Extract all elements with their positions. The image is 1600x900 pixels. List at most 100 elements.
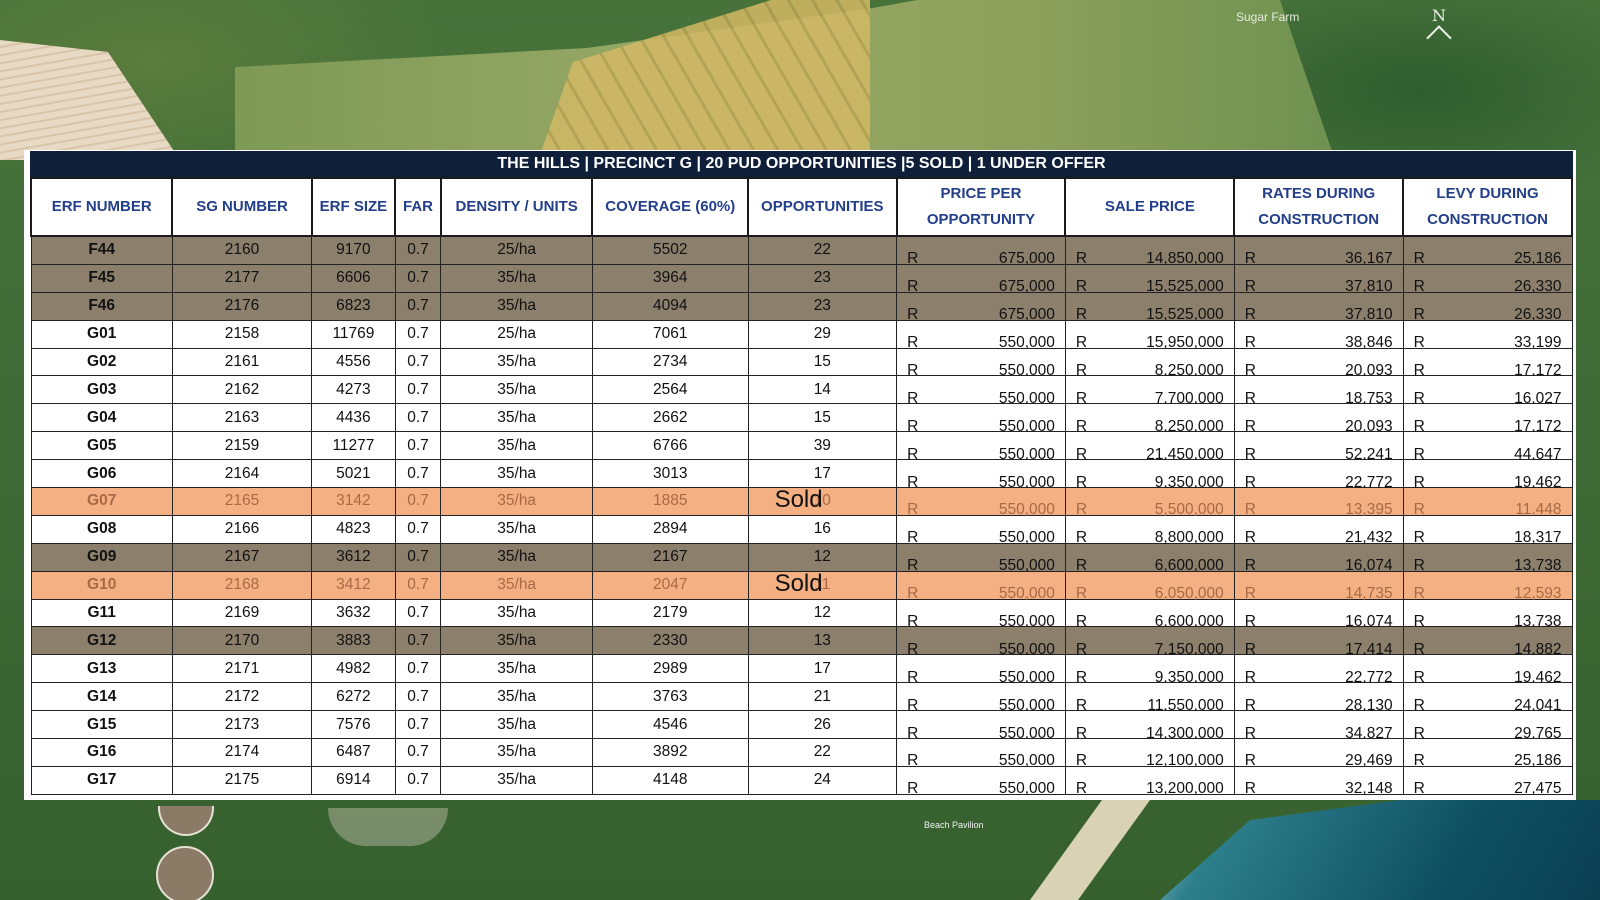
currency-symbol: R xyxy=(1075,585,1088,603)
opportunities-cell: 22 xyxy=(747,235,898,265)
col-header: FAR xyxy=(394,177,442,237)
rates-cell: R 37,810 xyxy=(1233,263,1404,295)
currency-symbol: R xyxy=(1413,362,1425,379)
table-row: G10 2168 3412 0.7 35/ha 2047 11 Sold R 550,000 R 6,… xyxy=(30,569,1573,602)
currency-symbol: R xyxy=(907,724,919,742)
rates-cell: R 22,772 xyxy=(1233,459,1404,491)
amount-value: 15,950,000 xyxy=(1146,334,1224,352)
currency-symbol: R xyxy=(907,640,919,658)
erf-number-cell: G13 xyxy=(30,654,173,684)
opportunities-value: 15 xyxy=(813,408,831,426)
amount-value: 44,647 xyxy=(1514,445,1562,463)
sg-number-cell: 2176 xyxy=(171,291,313,321)
far-cell: 0.7 xyxy=(394,319,442,349)
levy-cell: R 44,647 xyxy=(1402,431,1573,463)
opportunities-cell: 17 xyxy=(747,459,898,489)
sg-number-cell: 2159 xyxy=(171,431,313,461)
amount-value: 8,250,000 xyxy=(1154,362,1224,379)
currency-symbol: R xyxy=(1413,501,1425,519)
currency-symbol: R xyxy=(1075,278,1088,296)
currency-symbol: R xyxy=(1244,724,1256,742)
density-cell: 35/ha xyxy=(440,542,593,572)
table-row: G02 2161 4556 0.7 35/ha 2734 15 R 550,000 R 8,250,… xyxy=(30,347,1573,379)
sg-number-cell: 2177 xyxy=(171,263,313,293)
amount-value: 13,738 xyxy=(1514,613,1562,631)
currency-symbol: R xyxy=(907,473,919,491)
table-row: G14 2172 6272 0.7 35/ha 3763 21 R 550,000 R 11,550… xyxy=(30,682,1573,714)
currency-symbol: R xyxy=(1075,473,1088,491)
erf-size-cell: 3142 xyxy=(311,487,396,516)
sold-label: Sold xyxy=(774,569,823,597)
levy-cell: R 13,738 xyxy=(1402,542,1573,574)
amount-value: 550,000 xyxy=(998,724,1055,742)
amount-value: 52,241 xyxy=(1345,445,1393,463)
far-cell: 0.7 xyxy=(394,570,442,600)
opportunities-value: 24 xyxy=(813,771,831,789)
currency-symbol: R xyxy=(907,362,919,379)
opportunities-value: 17 xyxy=(813,659,831,677)
far-cell: 0.7 xyxy=(394,682,442,712)
erf-number-cell: G07 xyxy=(30,487,173,516)
currency-symbol: R xyxy=(1413,389,1425,407)
currency-symbol: R xyxy=(1075,501,1088,519)
coverage-cell: 4546 xyxy=(591,710,749,740)
far-cell: 0.7 xyxy=(394,403,442,433)
amount-value: 12,100,000 xyxy=(1146,752,1224,770)
currency-symbol: R xyxy=(1075,250,1088,268)
amount-value: 17,414 xyxy=(1345,640,1393,658)
far-cell: 0.7 xyxy=(394,487,442,516)
opportunities-cell: 12 xyxy=(747,598,898,628)
sg-number-cell: 2175 xyxy=(171,765,313,795)
density-cell: 35/ha xyxy=(440,738,593,767)
col-header: RATES DURING CONSTRUCTION xyxy=(1233,177,1405,237)
amount-value: 550,000 xyxy=(998,780,1055,798)
table-row: F45 2177 6606 0.7 35/ha 3964 23 R 675,000 R 15,525… xyxy=(30,263,1573,295)
currency-symbol: R xyxy=(907,334,919,352)
rates-cell: R 14,735 xyxy=(1233,570,1404,602)
sale-price-cell: R 14,850,000 xyxy=(1064,235,1235,267)
erf-size-cell: 4436 xyxy=(311,403,396,433)
erf-size-cell: 6823 xyxy=(311,291,396,321)
levy-cell: R 29,765 xyxy=(1402,710,1573,742)
opportunities-cell: 29 xyxy=(747,319,898,349)
currency-symbol: R xyxy=(907,752,919,770)
density-cell: 35/ha xyxy=(440,570,593,600)
far-cell: 0.7 xyxy=(394,514,442,544)
amount-value: 5,500,000 xyxy=(1154,501,1224,519)
density-cell: 35/ha xyxy=(440,598,593,628)
levy-cell: R 17,172 xyxy=(1402,347,1573,379)
currency-symbol: R xyxy=(907,250,919,268)
amount-value: 550,000 xyxy=(998,473,1055,491)
currency-symbol: R xyxy=(1413,557,1425,575)
col-header: OPPORTUNITIES xyxy=(747,177,898,237)
erf-number-cell: F45 xyxy=(30,263,173,293)
amount-value: 36,167 xyxy=(1345,250,1393,268)
rates-cell: R 17,414 xyxy=(1233,626,1404,658)
currency-symbol: R xyxy=(907,306,919,324)
erf-size-cell: 6487 xyxy=(311,738,396,767)
density-cell: 35/ha xyxy=(440,626,593,656)
amount-value: 16,074 xyxy=(1345,557,1393,575)
levy-cell: R 27,475 xyxy=(1402,765,1573,797)
amount-value: 21,432 xyxy=(1345,529,1393,547)
currency-symbol: R xyxy=(907,445,919,463)
currency-symbol: R xyxy=(1244,529,1256,547)
currency-symbol: R xyxy=(1075,334,1088,352)
far-cell: 0.7 xyxy=(394,626,442,656)
sale-price-cell: R 6,050,000 xyxy=(1064,570,1235,602)
sg-number-cell: 2171 xyxy=(171,654,313,684)
amount-value: 550,000 xyxy=(998,585,1055,603)
erf-size-cell: 7576 xyxy=(311,710,396,740)
sale-price-cell: R 15,525,000 xyxy=(1064,291,1235,323)
amount-value: 22,772 xyxy=(1345,473,1393,491)
sg-number-cell: 2164 xyxy=(171,459,313,489)
rates-cell: R 22,772 xyxy=(1233,654,1404,686)
amount-value: 8,250,000 xyxy=(1154,417,1224,435)
col-header: DENSITY / UNITS xyxy=(439,177,594,237)
levy-cell: R 25,186 xyxy=(1402,738,1573,769)
sale-price-cell: R 7,150,000 xyxy=(1064,626,1235,658)
north-indicator: N xyxy=(1424,6,1454,51)
amount-value: 16,074 xyxy=(1345,613,1393,631)
far-cell: 0.7 xyxy=(394,542,442,572)
map-marker xyxy=(158,806,214,836)
